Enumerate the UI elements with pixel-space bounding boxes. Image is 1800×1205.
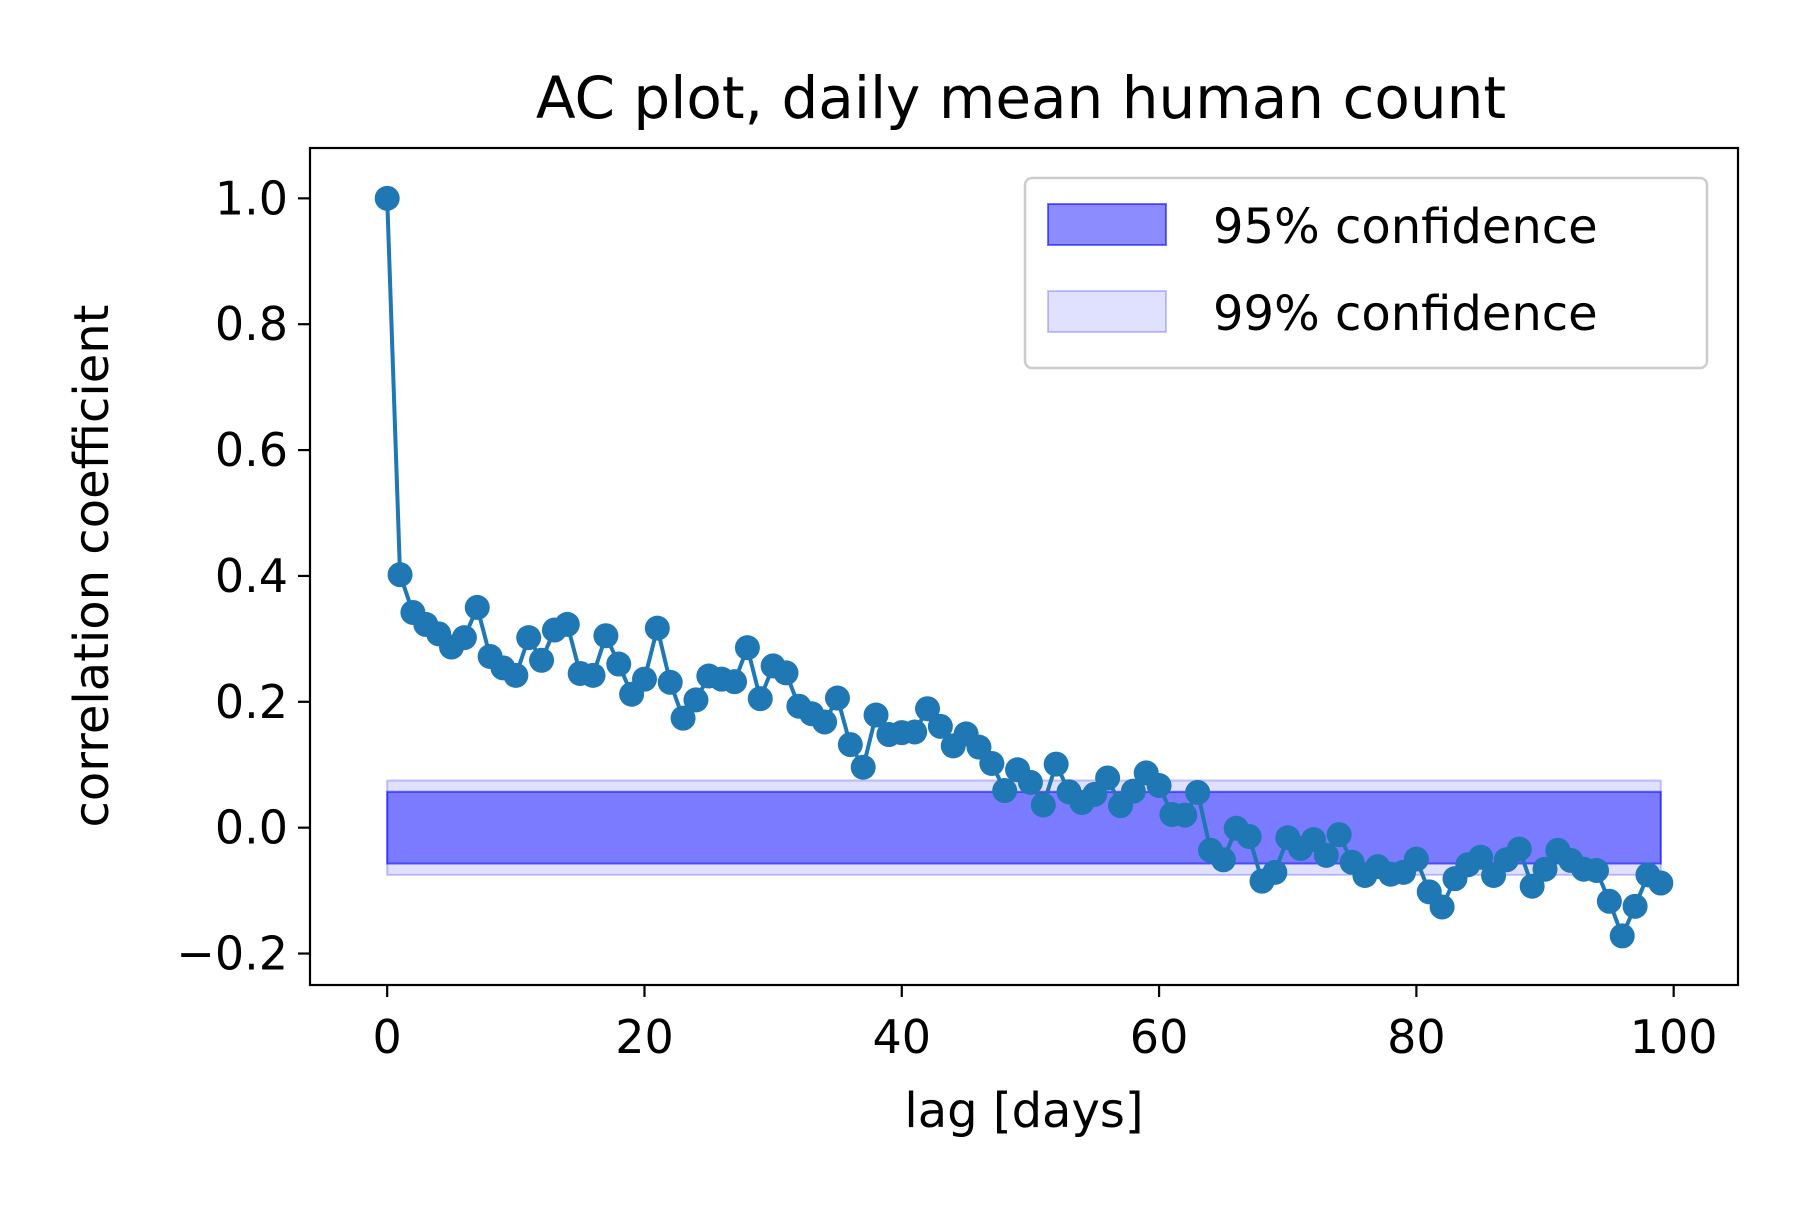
data-point — [374, 185, 400, 211]
data-point — [580, 662, 606, 688]
data-point — [1313, 842, 1339, 868]
data-point — [1506, 836, 1532, 862]
data-point — [1210, 847, 1236, 873]
data-point — [1596, 888, 1622, 914]
data-point — [1403, 846, 1429, 872]
data-point — [734, 635, 760, 661]
data-point — [387, 562, 413, 588]
x-axis: 0 20 40 60 80 100 — [373, 985, 1718, 1064]
x-tick-label: 80 — [1387, 1010, 1446, 1064]
data-point — [927, 713, 953, 739]
data-point — [1185, 779, 1211, 805]
data-point — [863, 702, 889, 728]
data-point — [1519, 873, 1545, 899]
data-point — [1120, 778, 1146, 804]
legend: 95% confidence 99% confidence — [1023, 176, 1709, 370]
data-point — [657, 669, 683, 695]
data-point — [670, 705, 696, 731]
x-tick-label: 40 — [873, 1010, 932, 1064]
data-point — [1583, 857, 1609, 883]
data-point — [992, 778, 1018, 804]
data-point — [1622, 893, 1648, 919]
data-point — [915, 696, 941, 722]
data-point — [503, 662, 529, 688]
band-95-confidence — [386, 790, 1662, 865]
y-tick-label: 0.6 — [215, 423, 288, 477]
data-point — [631, 666, 657, 692]
data-point — [1030, 792, 1056, 818]
data-point — [824, 685, 850, 711]
data-point — [979, 750, 1005, 776]
plot-area-frame — [308, 146, 1740, 987]
data-point — [593, 623, 619, 649]
data-point — [850, 754, 876, 780]
data-point — [554, 611, 580, 637]
data-point — [722, 669, 748, 695]
data-point — [644, 615, 670, 641]
data-point — [773, 660, 799, 686]
legend-label-99-confidence: 99% confidence — [1213, 286, 1598, 342]
y-tick-label: 1.0 — [215, 171, 288, 225]
data-point — [1532, 856, 1558, 882]
legend-label-95-confidence: 95% confidence — [1213, 199, 1598, 255]
y-axis-label: correlation coefficient — [64, 304, 120, 827]
data-point — [812, 709, 838, 735]
series-layer — [374, 185, 1674, 949]
data-point — [1326, 822, 1352, 848]
data-point — [1095, 765, 1121, 791]
data-point — [683, 687, 709, 713]
y-tick-label: 0.0 — [215, 801, 288, 855]
data-point — [1172, 802, 1198, 828]
y-tick-label: 0.2 — [215, 675, 288, 729]
data-point — [1236, 823, 1262, 849]
data-point — [1043, 751, 1069, 777]
legend-swatch-99-confidence — [1047, 290, 1167, 333]
x-tick-label: 0 — [373, 1010, 402, 1064]
x-tick-label: 60 — [1130, 1010, 1189, 1064]
band-99-confidence — [386, 779, 1662, 876]
x-tick-label: 20 — [615, 1010, 674, 1064]
confidence-bands — [386, 779, 1662, 876]
data-point — [1429, 894, 1455, 920]
y-tick-label: −0.2 — [176, 927, 288, 981]
y-tick-label: 0.8 — [215, 297, 288, 351]
y-tick-label: 0.4 — [215, 549, 288, 603]
data-point — [1146, 773, 1172, 799]
x-tick-label: 100 — [1630, 1010, 1718, 1064]
data-point — [1262, 859, 1288, 885]
data-point — [606, 651, 632, 677]
data-point — [464, 594, 490, 620]
data-point — [516, 625, 542, 651]
data-point — [1609, 923, 1635, 949]
y-axis: −0.2 0.0 0.2 0.4 0.6 0.8 1.0 — [176, 171, 310, 981]
data-point — [1017, 769, 1043, 795]
data-point — [1468, 844, 1494, 870]
chart-title: AC plot, daily mean human count — [536, 64, 1506, 132]
data-point — [451, 625, 477, 651]
data-point — [529, 647, 555, 673]
data-point — [1648, 870, 1674, 896]
data-point — [747, 686, 773, 712]
legend-swatch-95-confidence — [1047, 203, 1167, 246]
legend-box — [1023, 176, 1709, 370]
data-point — [902, 719, 928, 745]
x-axis-label: lag [days] — [904, 1083, 1143, 1139]
data-point — [837, 732, 863, 758]
